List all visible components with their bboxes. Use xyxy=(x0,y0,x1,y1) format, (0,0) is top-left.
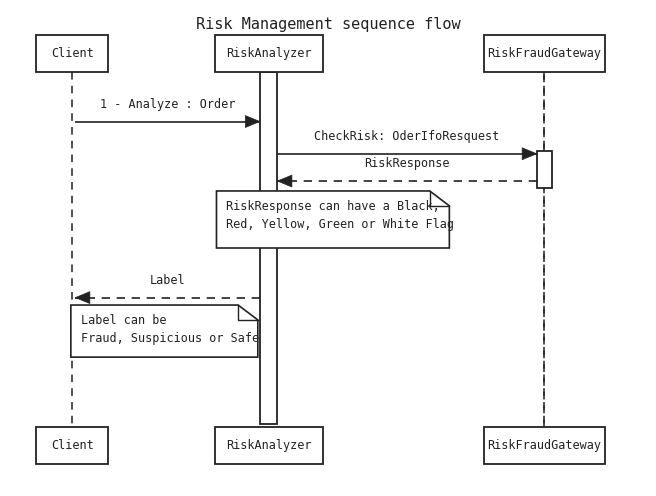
Text: Label can be
Fraud, Suspicious or Safe: Label can be Fraud, Suspicious or Safe xyxy=(81,314,259,345)
Bar xyxy=(260,72,277,424)
Text: RiskAnalyzer: RiskAnalyzer xyxy=(226,47,312,60)
Text: Client: Client xyxy=(51,438,94,452)
Bar xyxy=(537,151,552,188)
Polygon shape xyxy=(522,148,537,160)
Text: 1 - Analyze : Order: 1 - Analyze : Order xyxy=(100,98,236,111)
Polygon shape xyxy=(216,191,449,248)
Bar xyxy=(36,427,108,464)
Bar xyxy=(215,35,323,72)
Polygon shape xyxy=(277,175,292,187)
Text: RiskFraudGateway: RiskFraudGateway xyxy=(487,438,602,452)
Polygon shape xyxy=(245,116,260,127)
Text: RiskResponse: RiskResponse xyxy=(364,157,450,170)
Text: RiskFraudGateway: RiskFraudGateway xyxy=(487,47,602,60)
Polygon shape xyxy=(71,305,258,357)
Text: CheckRisk: OderIfoResquest: CheckRisk: OderIfoResquest xyxy=(314,130,500,143)
Text: RiskResponse can have a Black,
Red, Yellow, Green or White Flag: RiskResponse can have a Black, Red, Yell… xyxy=(226,200,455,231)
Text: RiskAnalyzer: RiskAnalyzer xyxy=(226,438,312,452)
Bar xyxy=(36,35,108,72)
Polygon shape xyxy=(75,292,90,304)
Bar xyxy=(215,427,323,464)
Bar xyxy=(483,427,605,464)
Text: Client: Client xyxy=(51,47,94,60)
Text: Risk Management sequence flow: Risk Management sequence flow xyxy=(195,17,461,32)
Bar xyxy=(483,35,605,72)
Text: Label: Label xyxy=(150,274,186,287)
